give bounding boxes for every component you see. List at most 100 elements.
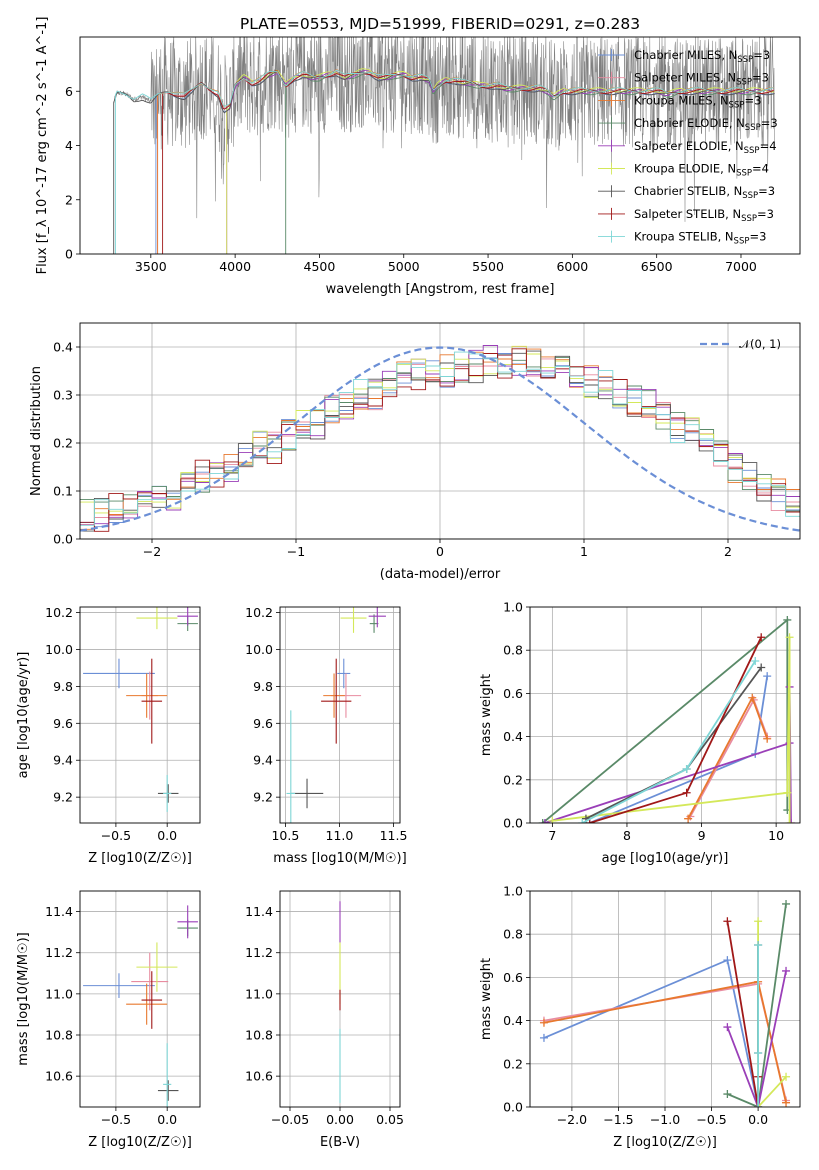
- y-tick-label: 9.4: [253, 753, 273, 768]
- panel-mass-vs-age: 10.5 11.0 11.5 9.2 9.4 9.6 9.8 10.0 10.2 mass [lo…: [245, 605, 407, 866]
- point-marker: [754, 917, 763, 926]
- y-tick-label: 0: [65, 247, 73, 262]
- axes-frame: [279, 606, 401, 824]
- point-marker: [757, 633, 766, 642]
- x-tick-label: 9: [698, 828, 706, 843]
- y-tick-label: 4: [65, 138, 73, 153]
- x-tick-label: −1: [287, 544, 305, 559]
- plot-area: [280, 607, 400, 823]
- y-tick-label: 10.8: [245, 1028, 273, 1043]
- legend-label: Kroupa ELODIE, NSSP=4: [634, 162, 769, 179]
- y-tick-label: 0.4: [53, 340, 73, 355]
- point-marker: [783, 788, 792, 797]
- y-tick-label: 10.0: [45, 642, 73, 657]
- y-tick-label: 0.2: [503, 772, 523, 787]
- errorbar-kroupa-elodie: [340, 607, 367, 633]
- y-axis-label: mass [log10(M/M☉)]: [16, 932, 31, 1065]
- series-salpeter-elodie: [540, 682, 796, 823]
- x-tick-label: −0.5: [101, 1112, 131, 1127]
- y-tick-label: 9.6: [253, 716, 273, 731]
- x-axis-label: Z [log10(Z/Z☉)]: [88, 851, 192, 866]
- point-marker: [723, 956, 732, 965]
- point-marker: [578, 819, 587, 823]
- errorbar-kroupa-elodie: [136, 942, 178, 992]
- errorbar-kroupa-stelib: [163, 1043, 172, 1107]
- x-tick-label: 10: [768, 828, 784, 843]
- x-tick-label: −1.5: [603, 1112, 633, 1127]
- y-tick-label: 11.0: [45, 986, 73, 1001]
- errorbar-kroupa-miles: [323, 673, 345, 718]
- point-marker: [783, 615, 792, 624]
- series-line: [726, 921, 759, 1107]
- point-marker: [782, 1098, 791, 1107]
- x-tick-label: 0: [436, 544, 444, 559]
- y-tick-label: 0.8: [503, 643, 523, 658]
- axes-frame: [279, 890, 401, 1108]
- series-line: [726, 970, 787, 1107]
- x-tick-label: 11.0: [326, 828, 354, 843]
- x-tick-label: 0.05: [376, 1112, 404, 1127]
- point-marker: [539, 1018, 548, 1027]
- plot-area: [530, 607, 800, 823]
- y-tick-label: 9.2: [53, 790, 73, 805]
- point-marker: [684, 814, 693, 823]
- point-marker: [782, 1072, 791, 1081]
- x-tick-label: 2: [724, 544, 732, 559]
- y-tick-label: 10.2: [245, 605, 273, 620]
- y-tick-label: 9.6: [53, 716, 73, 731]
- x-tick-label: 6500: [641, 259, 673, 274]
- legend-label: Chabrier ELODIE, NSSP=3: [634, 116, 778, 133]
- point-marker: [763, 734, 772, 743]
- x-tick-label: 8: [623, 828, 631, 843]
- x-tick-label: 3500: [135, 259, 167, 274]
- series-line: [727, 903, 787, 1107]
- x-axis-label: wavelength [Angstrom, rest frame]: [326, 282, 555, 297]
- y-tick-label: 0.6: [503, 686, 523, 701]
- errorbar-chabrier-miles: [83, 658, 155, 689]
- point-marker: [539, 1033, 548, 1042]
- series-kroupa-elodie: [754, 917, 791, 1107]
- axes-frame: [529, 606, 801, 824]
- errorbar-salpeter-stelib: [141, 971, 163, 1029]
- plot-area: [113, 37, 775, 254]
- y-tick-label: 0.2: [53, 436, 73, 451]
- errorbar-chabrier-stelib: [290, 778, 324, 809]
- series-line: [543, 958, 759, 1107]
- y-tick-label: 9.8: [253, 679, 273, 694]
- x-axis-label: E(B-V): [320, 1135, 360, 1150]
- gaussian-curve: [80, 346, 800, 532]
- x-tick-label: 0.00: [326, 1112, 354, 1127]
- series-chabrier-miles: [539, 956, 763, 1107]
- errorbar-chabrier-miles: [83, 973, 155, 998]
- y-tick-label: 0.0: [53, 532, 73, 547]
- x-tick-label: 4000: [219, 259, 251, 274]
- errorbar-kroupa-miles: [126, 983, 168, 1025]
- legend-label: Salpeter STELIB, NSSP=3: [634, 207, 774, 224]
- point-marker: [548, 816, 557, 823]
- panel-z-vs-weight: −2.0 −1.5 −1.0 −0.5 0.0 0.0 0.2 0.4 0.6 0.8 1.0 mas…: [479, 884, 801, 1150]
- y-tick-label: 2: [65, 192, 73, 207]
- legend: Chabrier MILES, NSSP=3 Salpeter MILES, NS…: [598, 48, 778, 247]
- x-tick-label: 7000: [725, 259, 757, 274]
- y-tick-label: 0.4: [503, 1013, 523, 1028]
- legend-label: Chabrier MILES, NSSP=3: [634, 48, 770, 65]
- axes-frame: [79, 36, 801, 255]
- legend-label: 𝒩(0, 1): [739, 337, 781, 351]
- hist-kroupa-miles: [80, 348, 800, 530]
- y-tick-label: 10.6: [45, 1069, 73, 1084]
- errorbar-salpeter-elodie: [177, 905, 198, 939]
- x-tick-label: 5000: [388, 259, 420, 274]
- panel-z-vs-mass: −0.5 0.0 10.6 10.8 11.0 11.2 11.4 mass [log10(M…: [16, 890, 201, 1150]
- y-axis-label: Normed distribution: [29, 366, 44, 496]
- x-axis-label: (data-model)/error: [380, 567, 501, 582]
- errorbar-kroupa-miles: [126, 673, 168, 718]
- y-tick-label: 10.8: [45, 1028, 73, 1043]
- x-tick-label: −2: [143, 544, 161, 559]
- y-axis-label: mass weight: [479, 674, 494, 756]
- x-axis-label: Z [log10(Z/Z☉)]: [613, 1135, 717, 1150]
- y-tick-label: 10.6: [245, 1069, 273, 1084]
- plot-area: [80, 607, 200, 823]
- y-tick-label: 10.0: [245, 642, 273, 657]
- series-chabrier-miles: [585, 672, 772, 823]
